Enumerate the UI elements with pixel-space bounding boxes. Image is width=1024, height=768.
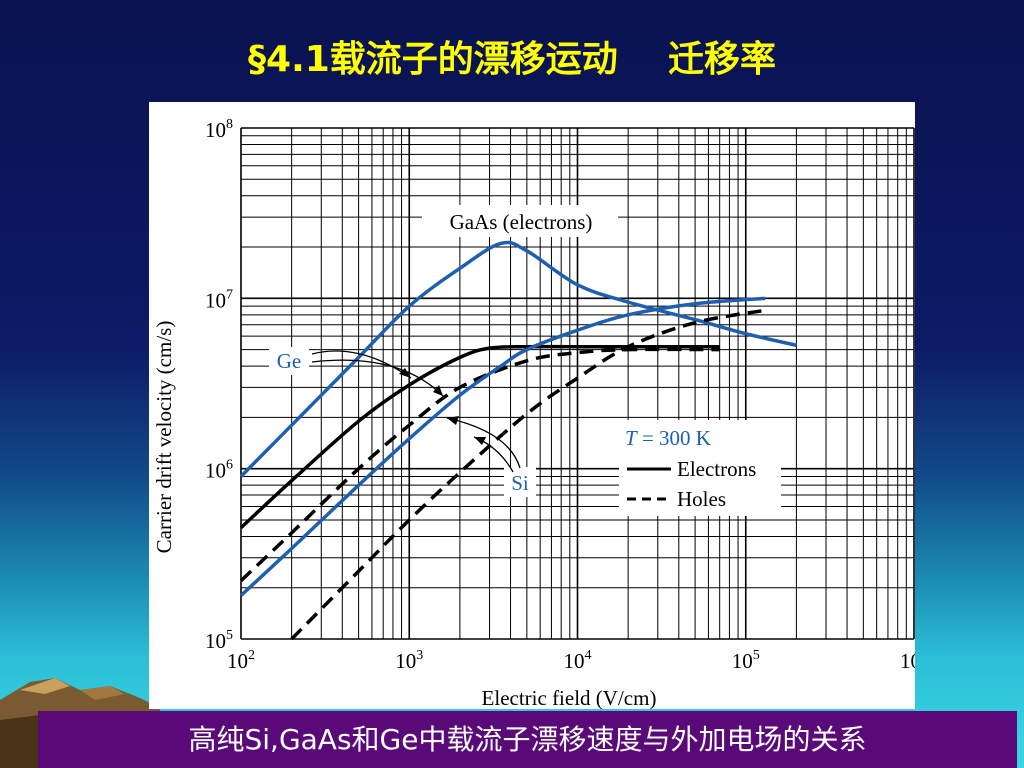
series-gaas-electrons	[239, 240, 797, 478]
y-axis-label: Carrier drift velocity (cm/s)	[152, 321, 176, 554]
x-axis-label: Electric field (V/cm)	[482, 686, 657, 709]
drift-velocity-chart: 102103104105106105106107108 Carrier drif…	[152, 117, 928, 710]
y-tick-label-base: 10	[205, 629, 226, 653]
y-tick-label-exponent: 6	[226, 458, 233, 473]
x-tick-label: 102	[227, 648, 255, 673]
x-tick-label: 104	[564, 648, 592, 673]
chart-legend: T = 300 K Electrons Holes	[619, 420, 781, 516]
x-tick-label-base: 10	[227, 649, 248, 673]
title-section-number: §4.1	[248, 39, 330, 80]
y-tick-label-base: 10	[205, 118, 226, 142]
y-tick-label: 107	[205, 287, 233, 312]
x-tick-label-exponent: 3	[416, 648, 423, 663]
series-si-electrons	[239, 296, 766, 597]
x-tick-label-exponent: 4	[585, 648, 592, 663]
series-ge-holes	[239, 347, 720, 582]
legend-electrons-label: Electrons	[677, 457, 756, 481]
chart-grid	[240, 127, 915, 640]
chart-tick-labels: 102103104105106105106107108	[205, 117, 928, 673]
x-tick-label-base: 10	[732, 649, 753, 673]
y-tick-label-base: 10	[205, 459, 226, 483]
ge-arrow-holes	[311, 359, 444, 397]
y-tick-label-exponent: 7	[226, 287, 233, 302]
series-ge-electrons	[239, 344, 720, 530]
slide-title: §4.1载流子的漂移运动 迁移率	[0, 30, 1024, 80]
si-arrowhead-electrons	[447, 416, 459, 425]
si-arrow-electrons	[446, 417, 521, 469]
x-tick-label-base: 10	[395, 649, 416, 673]
y-tick-label-base: 10	[205, 288, 226, 312]
x-tick-label: 106	[900, 648, 915, 673]
x-tick-label: 105	[732, 648, 760, 673]
title-subtopic: 迁移率	[667, 39, 776, 80]
y-tick-label: 105	[205, 628, 233, 653]
y-tick-label: 106	[205, 458, 233, 483]
title-topic: 载流子的漂移运动	[329, 39, 618, 80]
x-tick-label: 103	[395, 648, 423, 673]
gaas-label-box	[422, 205, 618, 237]
x-tick-label-base: 10	[900, 649, 915, 673]
ge-arrowhead-electrons	[399, 368, 411, 378]
legend-temp-symbol: T	[625, 426, 638, 450]
series-si-holes	[290, 308, 766, 641]
legend-temperature: T = 300 K	[625, 426, 711, 450]
chart-curves	[239, 240, 797, 641]
legend-temp-value: = 300 K	[637, 426, 711, 450]
chart-panel: 102103104105106105106107108 Carrier drif…	[149, 102, 928, 710]
ge-annotation: Ge	[277, 349, 302, 373]
legend-holes-label: Holes	[677, 487, 726, 511]
ge-label-box	[269, 347, 309, 375]
x-tick-label-exponent: 2	[248, 648, 255, 663]
title-gap	[618, 39, 668, 80]
ge-arrow-electrons	[311, 350, 412, 379]
si-annotation: Si	[511, 471, 529, 495]
y-tick-label-exponent: 5	[226, 628, 233, 643]
caption-bar: 高纯Si,GaAs和Ge中载流子漂移速度与外加电场的关系	[38, 711, 1017, 768]
x-tick-label-base: 10	[564, 649, 585, 673]
y-tick-label-exponent: 8	[226, 117, 233, 132]
x-tick-label-exponent: 5	[753, 648, 760, 663]
gaas-annotation: GaAs (electrons)	[450, 210, 593, 234]
ge-arrowhead-holes	[433, 385, 443, 396]
y-tick-label: 108	[205, 117, 233, 142]
si-label-box	[504, 467, 536, 497]
si-arrowhead-holes	[474, 437, 486, 445]
